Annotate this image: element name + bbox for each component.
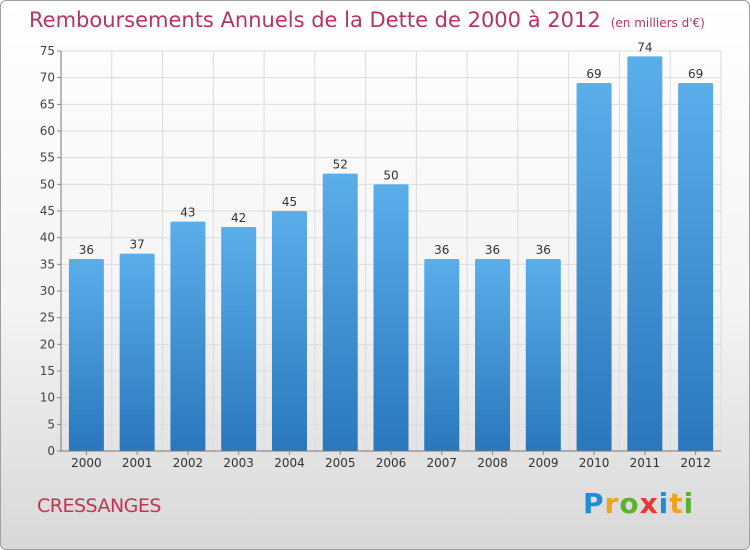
bar <box>424 259 460 451</box>
bar <box>68 259 104 451</box>
x-tick-label: 2001 <box>122 456 153 470</box>
chart-title-text: Remboursements Annuels de la Dette de 20… <box>29 8 601 32</box>
y-tick-label: 60 <box>40 124 55 138</box>
commune-name: CRESSANGES <box>37 495 161 517</box>
bar <box>475 259 511 451</box>
y-tick-label: 5 <box>47 417 55 431</box>
data-label: 50 <box>383 168 398 182</box>
bar <box>627 56 663 451</box>
bar-layer <box>68 56 714 452</box>
y-tick-label: 65 <box>40 97 55 111</box>
data-label: 36 <box>485 243 500 257</box>
data-label: 52 <box>333 158 348 172</box>
logo-letter: r <box>604 487 620 520</box>
proxiti-logo: Proxiti <box>583 487 694 520</box>
y-tick-label: 55 <box>40 151 55 165</box>
bar <box>576 83 612 451</box>
logo-letter: i <box>658 487 670 520</box>
x-tick-label: 2006 <box>376 456 407 470</box>
y-tick-label: 10 <box>40 391 55 405</box>
x-tick-label: 2002 <box>173 456 204 470</box>
x-tick-label: 2004 <box>274 456 305 470</box>
y-tick-label: 25 <box>40 311 55 325</box>
bar <box>322 173 358 451</box>
data-label: 45 <box>282 195 297 209</box>
x-tick-label: 2008 <box>477 456 508 470</box>
data-label: 36 <box>79 243 94 257</box>
y-tick-label: 40 <box>40 231 55 245</box>
data-label: 69 <box>586 67 601 81</box>
x-tick-label: 2011 <box>630 456 661 470</box>
data-label: 43 <box>180 206 195 220</box>
x-tick-label: 2003 <box>223 456 254 470</box>
x-tick-label: 2000 <box>71 456 102 470</box>
bar <box>373 184 409 452</box>
x-tick-label: 2005 <box>325 456 356 470</box>
data-label: 36 <box>434 243 449 257</box>
chart-title: Remboursements Annuels de la Dette de 20… <box>29 8 705 32</box>
y-tick-label: 70 <box>40 71 55 85</box>
data-label: 69 <box>688 67 703 81</box>
y-tick-label: 20 <box>40 337 55 351</box>
bar <box>119 253 155 451</box>
bar <box>221 227 257 451</box>
x-tick-label: 2012 <box>680 456 711 470</box>
logo-letter: t <box>669 487 684 520</box>
y-tick-label: 45 <box>40 204 55 218</box>
data-label: 42 <box>231 211 246 225</box>
y-tick-label: 35 <box>40 257 55 271</box>
chart-unit: (en milliers d'€) <box>610 16 705 30</box>
y-tick-label: 75 <box>40 44 55 58</box>
x-tick-label: 2009 <box>528 456 559 470</box>
x-tick-label: 2010 <box>579 456 610 470</box>
data-label: 37 <box>130 238 145 252</box>
data-label: 74 <box>637 40 652 54</box>
y-tick-label: 30 <box>40 284 55 298</box>
y-tick-label: 0 <box>47 444 55 458</box>
y-tick-label: 15 <box>40 364 55 378</box>
bar <box>525 259 561 451</box>
data-label: 36 <box>536 243 551 257</box>
logo-letter: i <box>683 487 695 520</box>
bar <box>170 221 206 451</box>
logo-letter: P <box>583 487 605 520</box>
logo-letter: x <box>639 487 659 520</box>
bar <box>271 211 307 451</box>
x-tick-label: 2007 <box>426 456 457 470</box>
y-tick-label: 50 <box>40 177 55 191</box>
bar <box>678 83 714 451</box>
axis-layer: 0 5 10 15 20 25 30 35 40 45 50 55 60 65 70 75 36 2000 37 20… <box>40 40 721 470</box>
logo-letter: o <box>619 487 640 520</box>
